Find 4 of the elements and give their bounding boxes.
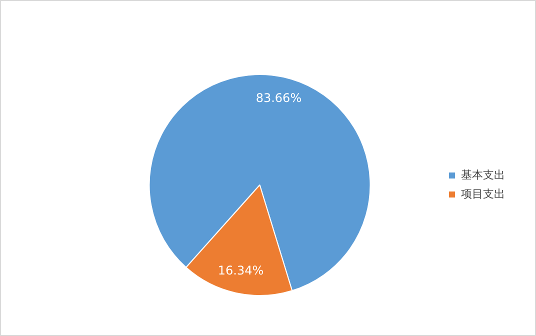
legend-label: 基本支出 <box>461 168 505 182</box>
data-label: 16.34% <box>218 263 264 278</box>
legend-label: 项目支出 <box>461 187 505 200</box>
data-label: 83.66% <box>256 90 302 105</box>
